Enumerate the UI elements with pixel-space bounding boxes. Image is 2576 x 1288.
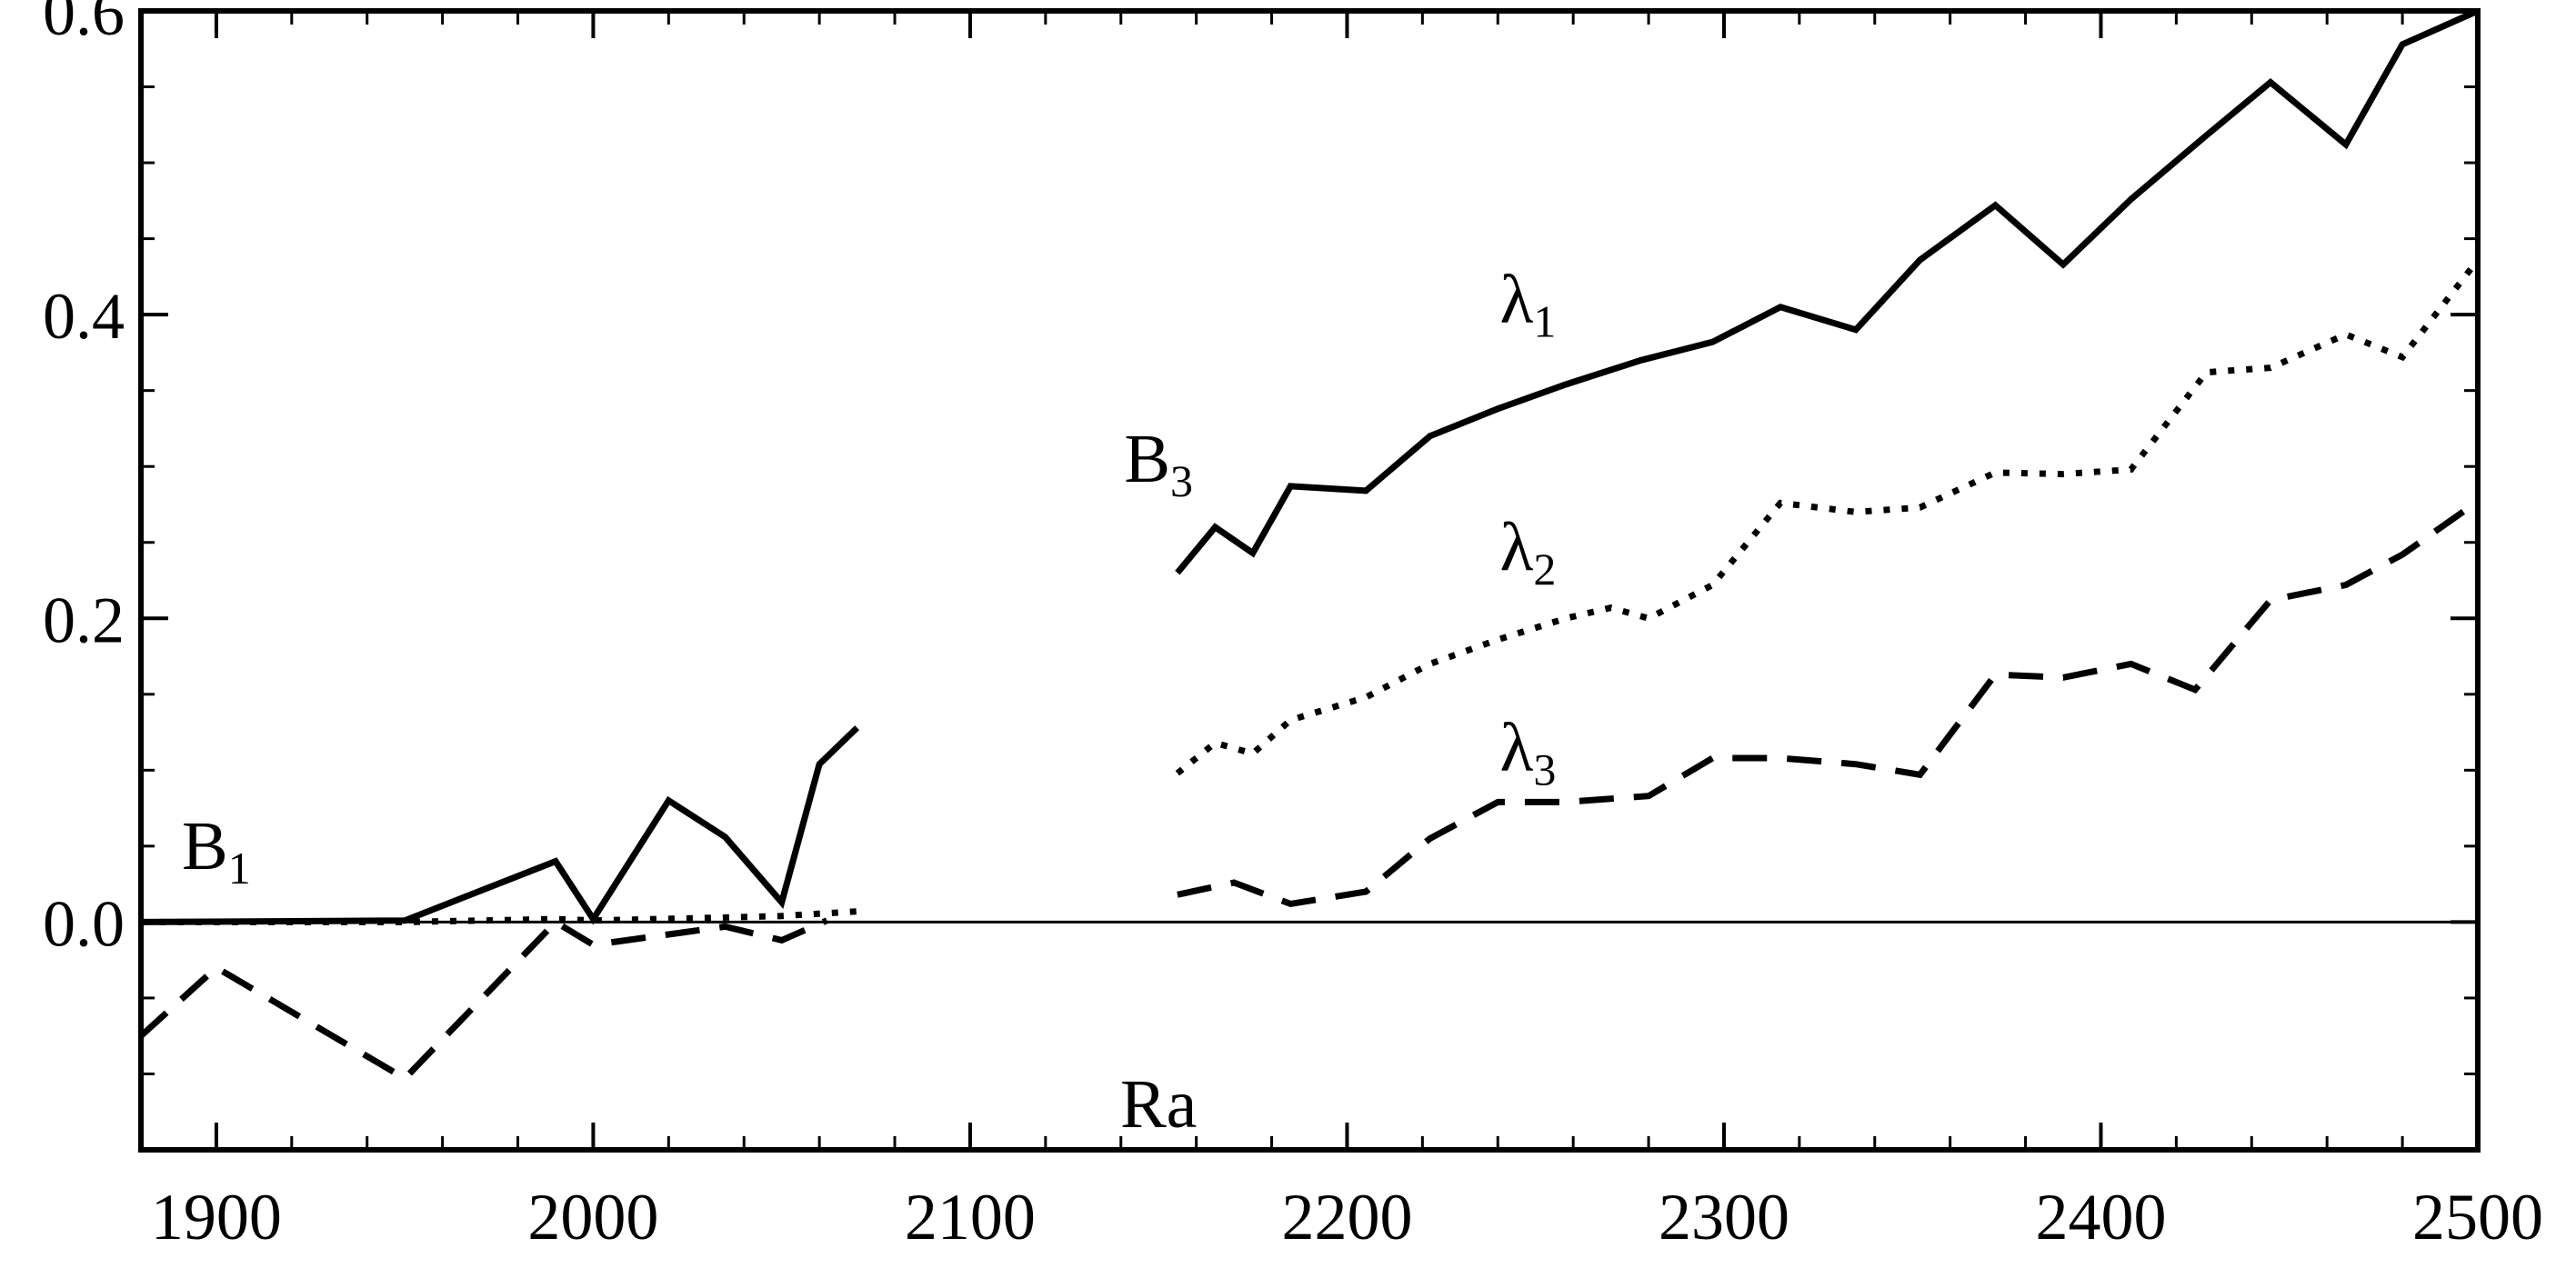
annotation-lambda2: λ2 [1499, 509, 1556, 594]
annotation-lambda1-sub: 1 [1533, 295, 1556, 346]
series-layer [138, 7, 2481, 1083]
annotation-lambda2-main: λ [1499, 509, 1533, 585]
ticks-layer: 1900 2000 2100 2200 2300 2400 2500 0.0 0.2 0.4 0.6 [43, 0, 2543, 1253]
y-tick-label: 0.4 [43, 280, 125, 353]
y-tick-label: 0.2 [43, 584, 125, 656]
series-lambda3-segment-2 [1177, 498, 2481, 908]
x-tick-label: 2300 [1659, 1181, 1789, 1253]
x-tick-label: 2100 [905, 1181, 1036, 1253]
x-tick-label: 2000 [527, 1181, 658, 1253]
annotation-lambda3-sub: 3 [1533, 744, 1556, 794]
annotation-B3-main: B [1124, 421, 1170, 497]
x-tick-label: 2200 [1281, 1181, 1412, 1253]
x-tick-label: 2500 [2412, 1181, 2543, 1253]
annotation-B1: B1 [182, 808, 251, 894]
x-tick-label: 1900 [151, 1181, 282, 1253]
annotation-B3-sub: 3 [1170, 455, 1193, 506]
y-tick-label: 0.0 [43, 887, 125, 960]
x-tick-label: 2400 [2035, 1181, 2166, 1253]
annotation-Ra-main: Ra [1120, 1066, 1197, 1143]
annotation-Ra: Ra [1120, 1066, 1197, 1143]
plot-frame [138, 8, 2481, 1153]
annotation-B1-sub: 1 [228, 843, 251, 894]
series-lambda3-segment-1 [138, 917, 828, 1083]
series-lambda1-segment-2 [1175, 7, 2480, 575]
annotation-lambda3-main: λ [1499, 709, 1533, 785]
series-lambda2-segment-2 [1175, 257, 2481, 776]
series-lambda2-segment-1 [141, 908, 857, 925]
annotation-lambda2-sub: 2 [1533, 544, 1556, 594]
annotation-B3: B3 [1124, 421, 1193, 506]
annotation-lambda3: λ3 [1499, 709, 1556, 794]
series-lambda1-segment-1 [140, 725, 860, 925]
annotation-lambda1: λ1 [1499, 261, 1556, 346]
y-tick-label: 0.6 [43, 0, 125, 49]
annotation-lambda1-main: λ [1499, 261, 1533, 337]
annotation-B1-main: B [182, 808, 228, 884]
